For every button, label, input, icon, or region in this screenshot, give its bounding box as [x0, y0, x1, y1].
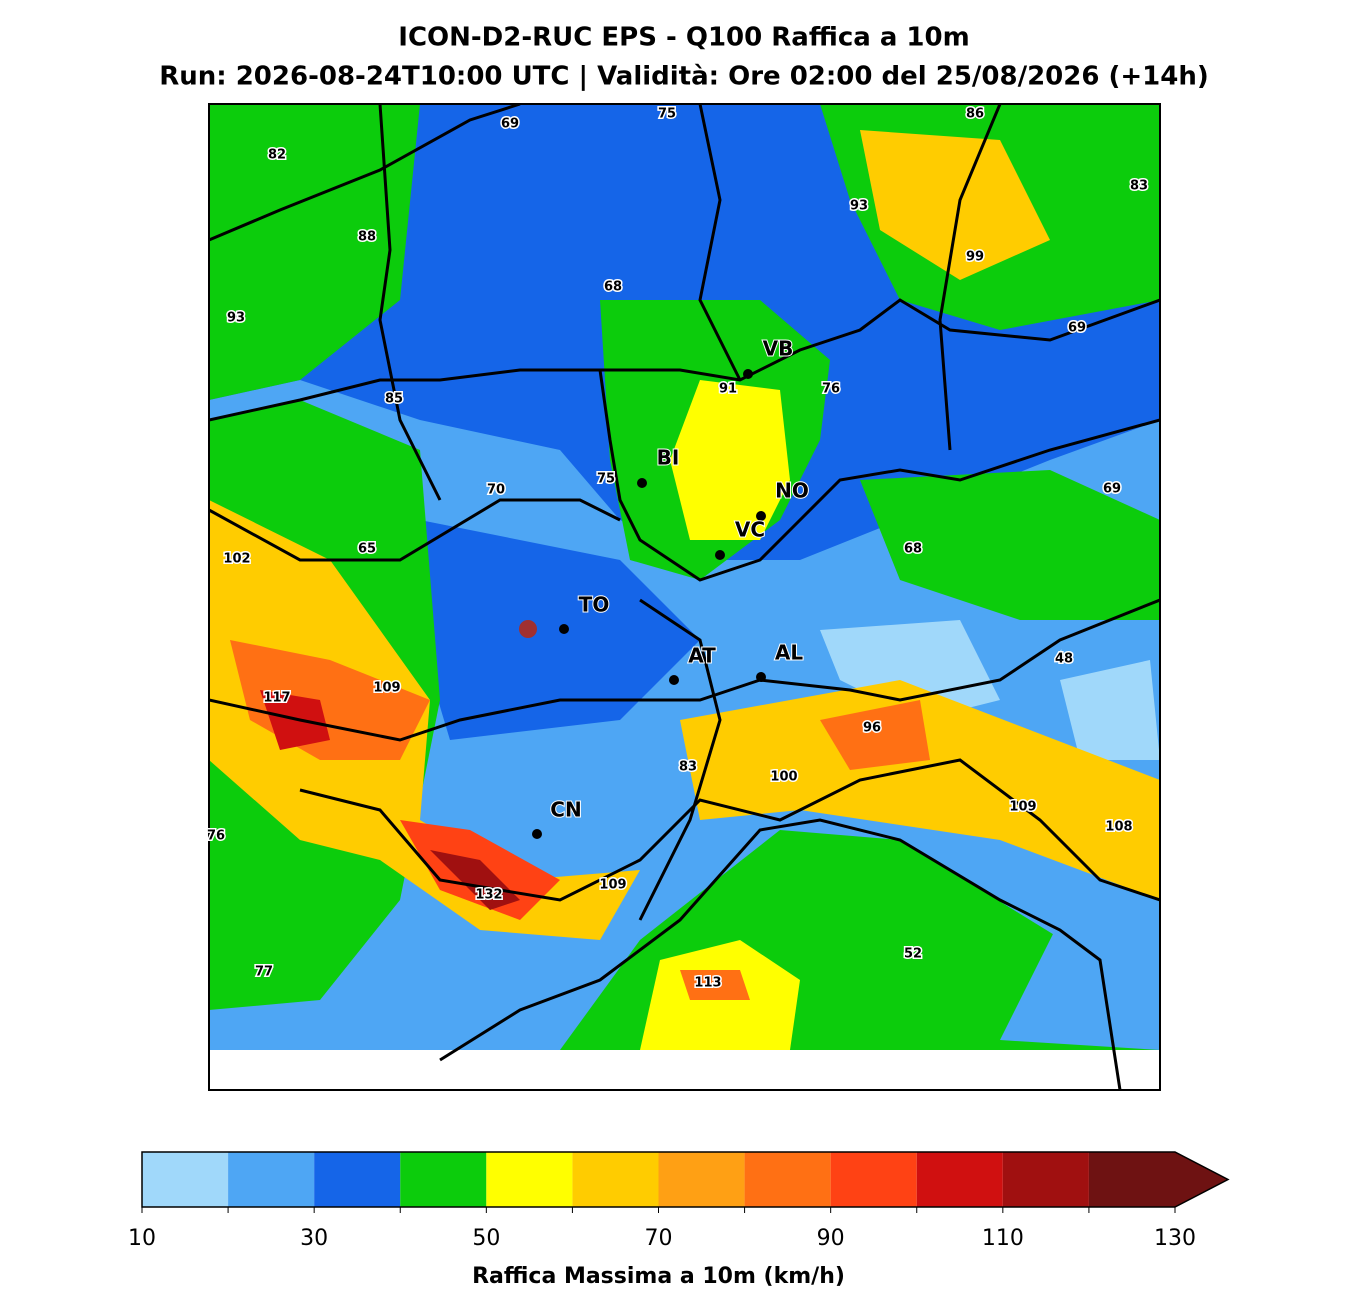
value-label: 108 [1105, 820, 1132, 835]
colorbar-tick-label: 50 [472, 1226, 500, 1251]
value-label: 83 [1130, 179, 1148, 194]
colorbar-tick-label: 10 [128, 1226, 156, 1251]
colorbar-extend [1175, 1152, 1228, 1207]
colorbar-bin [142, 1152, 229, 1207]
city-dot [637, 478, 647, 488]
city-dot [559, 624, 569, 634]
value-label: 86 [966, 107, 984, 122]
value-label: 109 [1009, 800, 1036, 815]
city-label: VB [763, 337, 794, 361]
colorbar-bin [658, 1152, 745, 1207]
city-label: AT [688, 644, 716, 668]
value-label: 65 [358, 542, 376, 557]
value-label: 91 [719, 382, 737, 397]
colorbar-tick-label: 130 [1154, 1226, 1196, 1251]
value-label: 75 [658, 107, 676, 122]
city-label: CN [550, 798, 581, 822]
city-dot [669, 675, 679, 685]
value-label: 68 [904, 542, 922, 557]
value-label: 93 [850, 199, 868, 214]
value-label: 109 [599, 878, 626, 893]
map-field [209, 104, 1160, 1090]
value-label: 100 [770, 770, 797, 785]
value-label: 77 [255, 965, 273, 980]
colorbar-tick-label: 110 [982, 1226, 1024, 1251]
value-label: 117 [263, 691, 290, 706]
value-label: 70 [487, 483, 505, 498]
value-label: 113 [694, 976, 721, 991]
city-label: AL [775, 641, 803, 665]
value-label: 88 [358, 230, 376, 245]
value-label: 93 [227, 311, 245, 326]
colorbar-bin [830, 1152, 917, 1207]
city-dot [715, 550, 725, 560]
title: ICON-D2-RUC EPS - Q100 Raffica a 10m [398, 23, 969, 53]
value-label: 82 [268, 148, 286, 163]
colorbar-bin [572, 1152, 659, 1207]
value-label: 69 [1068, 321, 1086, 336]
city-label: NO [775, 479, 809, 503]
colorbar-bin [400, 1152, 487, 1207]
colorbar-label: Raffica Massima a 10m (km/h) [472, 1264, 845, 1289]
value-label: 99 [966, 250, 984, 265]
value-label: 69 [1103, 482, 1121, 497]
city-dot [756, 672, 766, 682]
colorbar-tick-label: 90 [817, 1226, 845, 1251]
colorbar-tick-label: 70 [645, 1226, 673, 1251]
colorbar-bin [314, 1152, 401, 1207]
value-label: 52 [904, 947, 922, 962]
value-label: 102 [223, 552, 250, 567]
city-label: BI [657, 446, 680, 470]
value-label: 132 [475, 888, 502, 903]
value-label: 76 [207, 829, 225, 844]
colorbar-tick-label: 30 [300, 1226, 328, 1251]
colorbar-bin [916, 1152, 1003, 1207]
map-frame [208, 103, 1161, 1091]
city-dot [532, 829, 542, 839]
value-label: 75 [597, 472, 615, 487]
colorbar-bin [744, 1152, 831, 1207]
city-label: TO [579, 593, 610, 617]
colorbar-outline [141, 1151, 1230, 1208]
colorbar-bin [486, 1152, 573, 1207]
city-label: VC [735, 518, 765, 542]
value-label: 85 [385, 392, 403, 407]
value-label: 76 [822, 382, 840, 397]
value-label: 96 [863, 721, 881, 736]
colorbar-bin [228, 1152, 315, 1207]
value-label: 69 [501, 117, 519, 132]
city-dot [743, 369, 753, 379]
value-label: 109 [373, 681, 400, 696]
marker [519, 620, 537, 638]
city-dot [756, 511, 766, 521]
subtitle: Run: 2026-08-24T10:00 UTC | Validità: Or… [159, 62, 1209, 92]
value-label: 83 [679, 760, 697, 775]
colorbar-bin [1002, 1152, 1089, 1207]
value-label: 48 [1055, 652, 1073, 667]
colorbar-bin [1088, 1152, 1175, 1207]
value-label: 68 [604, 280, 622, 295]
